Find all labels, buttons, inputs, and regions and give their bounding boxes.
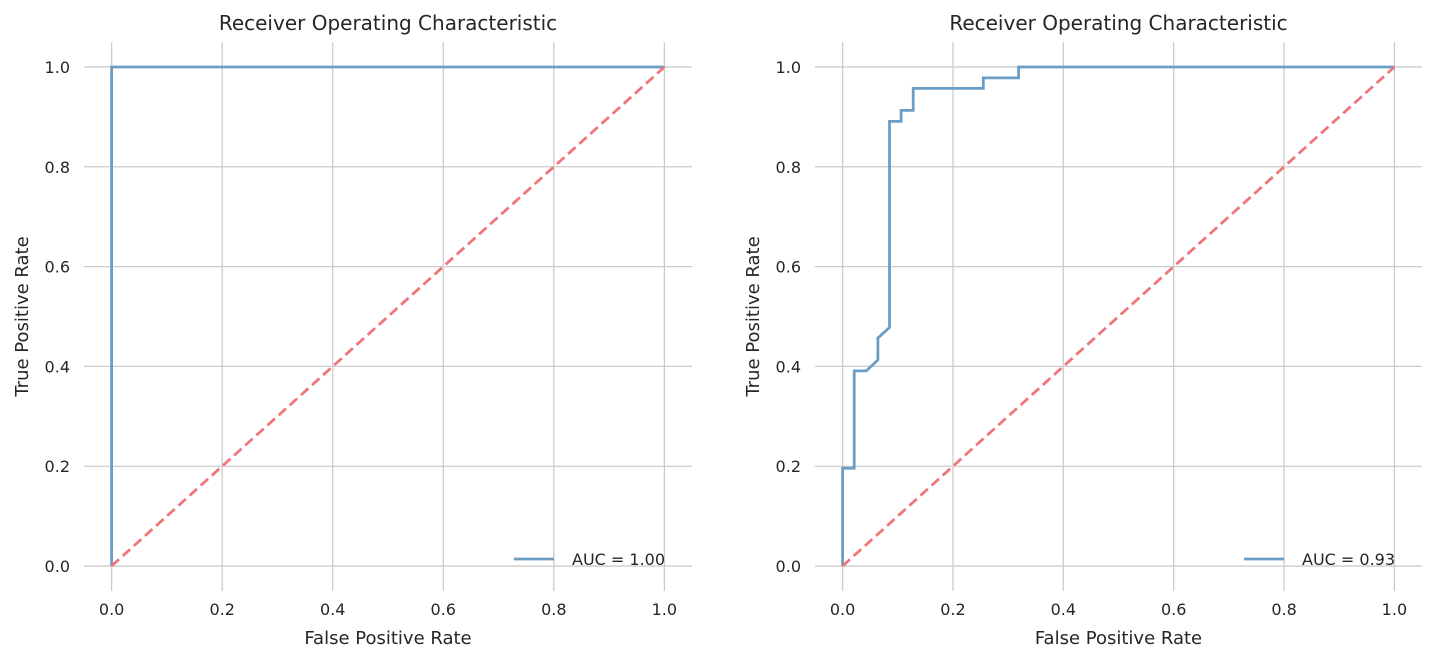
legend: AUC = 1.00 (514, 550, 665, 569)
x-tick-label: 0.8 (541, 600, 566, 619)
chart-title: Receiver Operating Characteristic (949, 11, 1287, 35)
legend-label: AUC = 1.00 (572, 550, 665, 569)
y-tick-label: 0.6 (45, 258, 70, 277)
x-tick-label: 0.2 (209, 600, 234, 619)
y-tick-label: 0.8 (45, 158, 70, 177)
y-axis-label: True Positive Rate (743, 236, 764, 397)
roc-curve-line (110, 65, 665, 566)
x-tick-label: 1.0 (652, 600, 677, 619)
roc-panel-1: 0.0 0.2 0.4 0.6 0.8 1.0 0.0 0.2 0.4 0.6 0.8 1.0 Rece… (12, 11, 692, 649)
y-axis-label: True Positive Rate (12, 236, 33, 397)
y-tick-label: 1.0 (45, 58, 70, 77)
chance-diagonal-line (841, 65, 1396, 568)
chance-diagonal-line (110, 65, 666, 568)
roc-curve-line (841, 65, 1395, 566)
y-tick-label: 0.0 (776, 557, 801, 576)
y-tick-label: 1.0 (776, 58, 801, 77)
legend: AUC = 0.93 (1244, 550, 1395, 569)
x-tick-label: 0.6 (1161, 600, 1186, 619)
legend-label: AUC = 0.93 (1302, 550, 1395, 569)
x-tick-label: 0.4 (320, 600, 345, 619)
y-tick-label: 0.6 (776, 258, 801, 277)
y-tick-label: 0.8 (776, 158, 801, 177)
chart-title: Receiver Operating Characteristic (219, 11, 557, 35)
y-tick-label: 0.4 (776, 357, 801, 376)
y-tick-label: 0.2 (45, 457, 70, 476)
roc-panel-2: 0.0 0.2 0.4 0.6 0.8 1.0 0.0 0.2 0.4 0.6 0.8 1.0 Rece… (743, 11, 1422, 649)
y-tick-label: 0.0 (45, 557, 70, 576)
x-tick-label: 0.4 (1051, 600, 1076, 619)
y-tick-label: 0.2 (776, 457, 801, 476)
x-tick-label: 0.0 (99, 600, 124, 619)
x-tick-label: 0.8 (1271, 600, 1296, 619)
x-axis-label: False Positive Rate (304, 628, 471, 649)
y-tick-label: 0.4 (45, 357, 70, 376)
x-tick-label: 0.6 (431, 600, 456, 619)
x-axis-label: False Positive Rate (1035, 628, 1202, 649)
x-tick-label: 0.0 (830, 600, 855, 619)
x-tick-label: 1.0 (1382, 600, 1407, 619)
x-tick-label: 0.2 (940, 600, 965, 619)
